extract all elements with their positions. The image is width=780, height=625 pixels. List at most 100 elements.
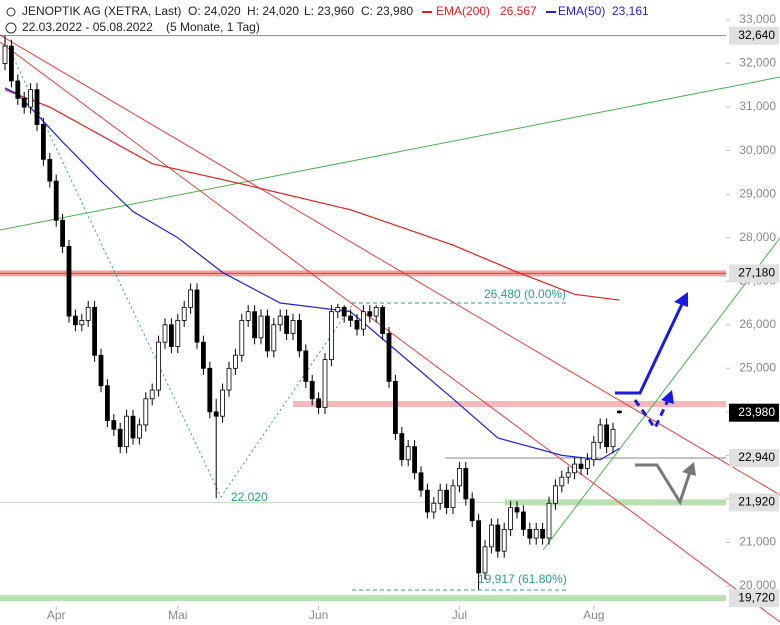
candle-body bbox=[424, 489, 430, 513]
arrowhead bbox=[682, 462, 696, 476]
candle-body bbox=[546, 502, 552, 539]
candle-body bbox=[348, 315, 354, 321]
candle-body bbox=[252, 311, 258, 339]
candle-body bbox=[617, 410, 622, 414]
legend-value: 23,161 bbox=[612, 4, 649, 18]
candle-body bbox=[533, 529, 539, 539]
level-band bbox=[0, 595, 726, 602]
y-tick-label: 21,000 bbox=[739, 535, 776, 549]
arrowhead bbox=[661, 390, 674, 404]
candle-body bbox=[162, 324, 168, 343]
candle-body bbox=[572, 463, 577, 474]
candle-body bbox=[469, 498, 475, 522]
candle-body bbox=[73, 315, 78, 326]
candle-body bbox=[232, 354, 238, 369]
candle-body bbox=[553, 485, 558, 504]
arrow bbox=[615, 301, 685, 395]
candle-body bbox=[559, 476, 565, 487]
candle-body bbox=[92, 306, 97, 356]
candle-body bbox=[79, 320, 85, 326]
trendline bbox=[542, 237, 780, 551]
price-label: 19,720 bbox=[738, 590, 775, 604]
candle-body bbox=[604, 424, 609, 448]
candle-body bbox=[98, 354, 104, 387]
candle-body bbox=[360, 311, 366, 330]
trendline bbox=[0, 41, 780, 623]
close: C: 23,980 bbox=[361, 4, 413, 18]
y-tick-label: 32,000 bbox=[739, 56, 776, 70]
candle-body bbox=[354, 320, 360, 330]
annotation: 26,480 (0.00%) bbox=[484, 287, 566, 301]
candle-body bbox=[226, 367, 232, 391]
legend-label: EMA(50) bbox=[558, 4, 605, 18]
candle-body bbox=[41, 124, 46, 160]
candle-body bbox=[501, 529, 507, 552]
candle-body bbox=[207, 367, 213, 413]
low: L: 23,960 bbox=[304, 4, 354, 18]
icon bbox=[5, 22, 17, 34]
price-label: 32,640 bbox=[738, 28, 775, 42]
candle-body bbox=[117, 428, 123, 448]
header: JENOPTIK AG (XETRA, Last) O: 24,020 H: 2… bbox=[5, 4, 413, 34]
title: JENOPTIK AG (XETRA, Last) bbox=[22, 4, 181, 18]
price-box bbox=[729, 589, 779, 608]
candle-body bbox=[271, 324, 277, 352]
candle-body bbox=[47, 158, 53, 182]
y-tick-label: 30,000 bbox=[739, 143, 776, 157]
candle-body bbox=[482, 546, 488, 574]
candle-body bbox=[53, 180, 59, 221]
candle-body bbox=[277, 315, 283, 326]
price-label: 22,940 bbox=[738, 450, 775, 464]
candle-body bbox=[2, 45, 8, 64]
candle-body bbox=[437, 489, 443, 504]
candle-body bbox=[245, 311, 251, 321]
candle-body bbox=[21, 97, 27, 108]
y-tick-label: 20,000 bbox=[739, 578, 776, 592]
candle-body bbox=[495, 524, 501, 552]
candle-body bbox=[284, 315, 290, 334]
candle-body bbox=[213, 411, 219, 417]
x-tick-label: Jul bbox=[452, 608, 467, 622]
drawings bbox=[0, 34, 780, 623]
candle-body bbox=[444, 489, 450, 509]
candle-body bbox=[322, 359, 328, 408]
candle-body bbox=[168, 324, 174, 347]
candle-body bbox=[392, 380, 398, 435]
candle-body bbox=[508, 507, 514, 530]
x-tick-label: Mai bbox=[168, 608, 187, 622]
candle-body bbox=[200, 341, 206, 369]
candle-body bbox=[386, 333, 392, 382]
candle-body bbox=[28, 89, 34, 108]
y-tick-label: 31,000 bbox=[739, 99, 776, 113]
candle-body bbox=[399, 433, 405, 461]
candle-body bbox=[188, 289, 194, 308]
candle-body bbox=[105, 385, 110, 421]
arrow bbox=[633, 399, 670, 431]
price-label: 21,920 bbox=[738, 495, 775, 509]
candle-body bbox=[578, 463, 584, 469]
ema-line bbox=[4, 87, 620, 461]
candle-body bbox=[34, 89, 40, 125]
candle-body bbox=[328, 311, 334, 361]
candle-body bbox=[380, 306, 386, 334]
candle-body bbox=[60, 219, 65, 247]
candle-body bbox=[296, 320, 302, 352]
candle-body bbox=[15, 80, 21, 99]
candle-body bbox=[335, 306, 341, 313]
candle-body bbox=[405, 446, 411, 461]
candle-body bbox=[521, 511, 526, 530]
x-tick-label: Apr bbox=[47, 608, 66, 622]
level-band bbox=[505, 499, 726, 506]
candle-body bbox=[239, 320, 245, 356]
candle-body bbox=[181, 306, 187, 321]
y-tick-label: 26,000 bbox=[739, 317, 776, 331]
level-band bbox=[293, 401, 726, 408]
candle-body bbox=[130, 415, 136, 439]
fib-line bbox=[4, 39, 353, 499]
candle-body bbox=[124, 415, 129, 448]
ema-line bbox=[4, 89, 620, 301]
candle-body bbox=[303, 350, 309, 382]
levels bbox=[0, 35, 726, 602]
candle-body bbox=[540, 529, 545, 539]
trendline bbox=[0, 76, 780, 231]
